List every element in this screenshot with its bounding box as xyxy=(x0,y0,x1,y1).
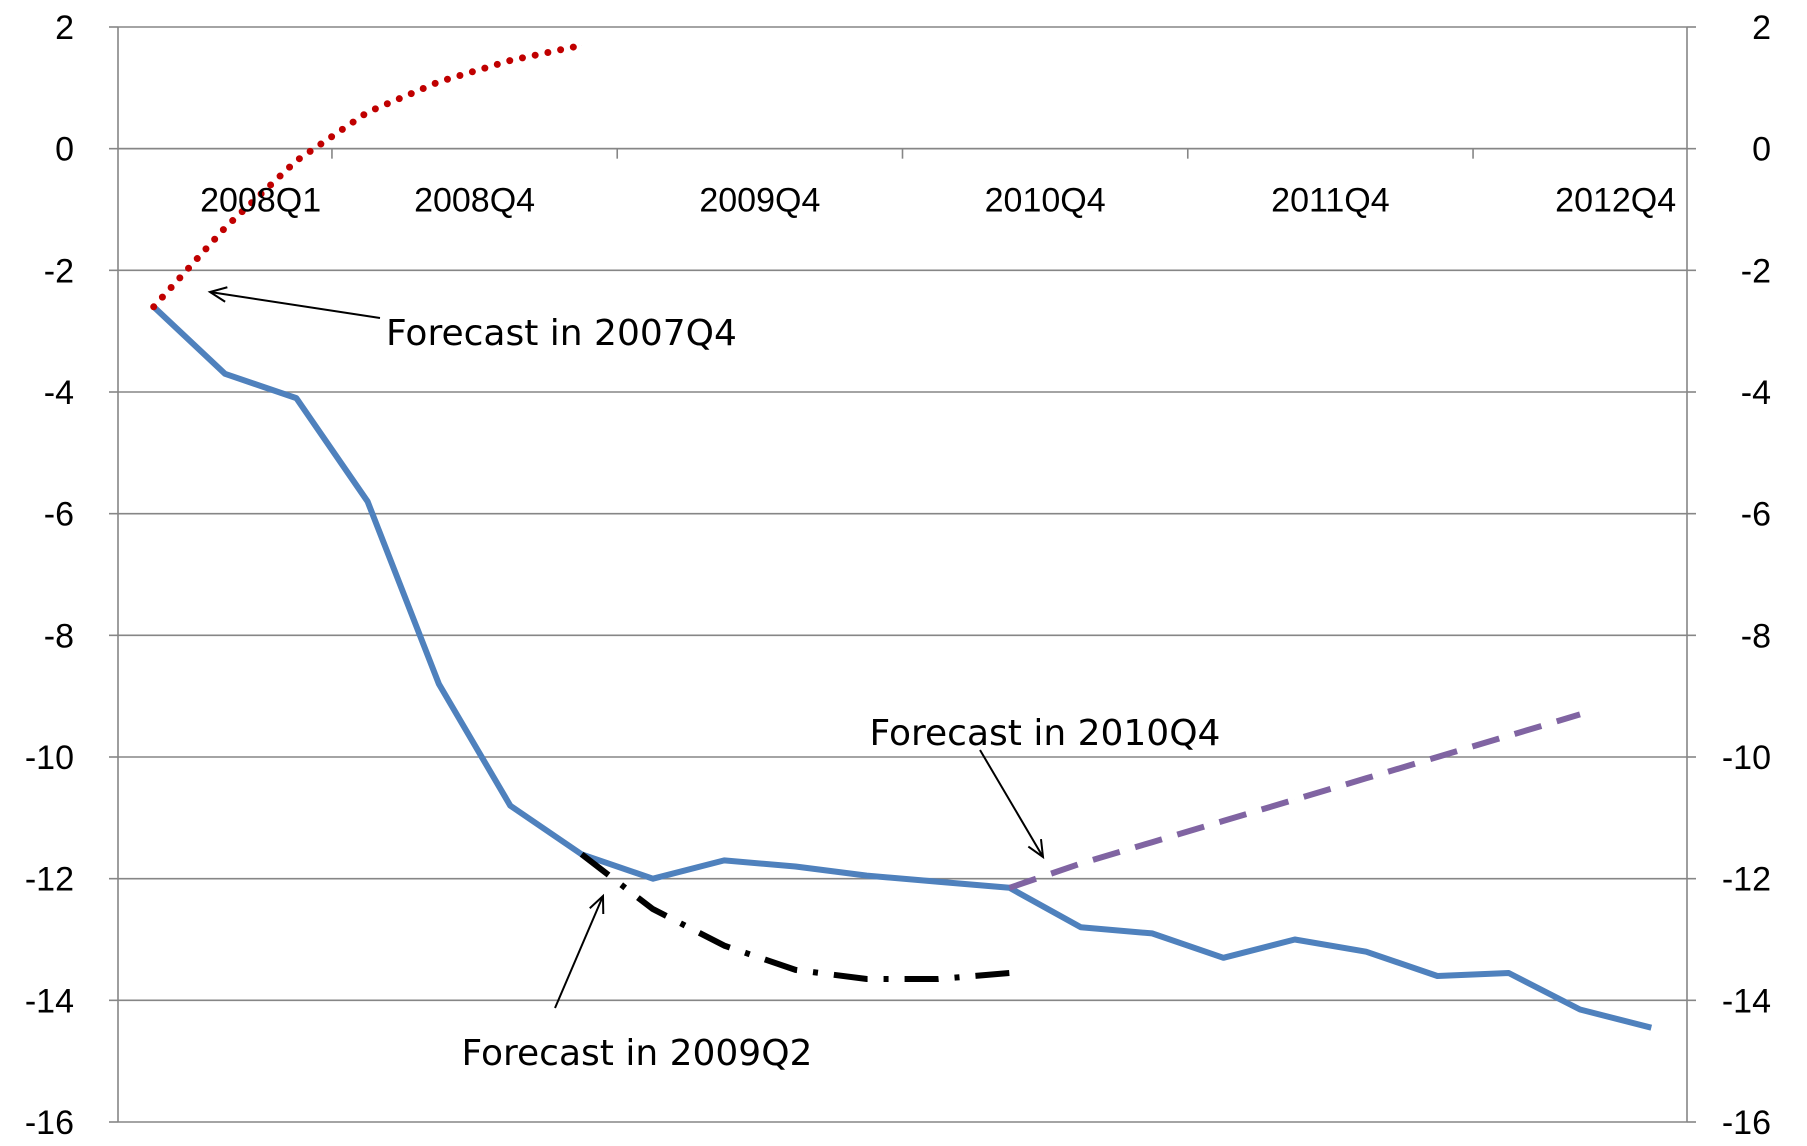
series-line-4 xyxy=(1008,711,1581,891)
y-tick-label-right: 0 xyxy=(1752,131,1771,169)
x-tick-label: 2008Q4 xyxy=(414,182,535,220)
y-tick-label-right: -2 xyxy=(1741,252,1771,290)
annotation-arrowhead xyxy=(589,893,605,915)
x-tick-label: 2008Q1 xyxy=(200,182,321,220)
annotation-text: Forecast in 2010Q4 xyxy=(870,713,1221,754)
y-tick-label-right: -4 xyxy=(1741,374,1771,412)
x-tick-label: 2011Q4 xyxy=(1271,182,1389,220)
series-line-3 xyxy=(579,851,1010,982)
y-tick-label-left: -6 xyxy=(44,496,74,534)
x-tick-label: 2012Q4 xyxy=(1555,182,1676,220)
y-tick-label-right: -8 xyxy=(1741,617,1771,655)
y-tick-label-right: -10 xyxy=(1722,739,1771,777)
y-tick-label-right: -16 xyxy=(1722,1104,1771,1142)
y-tick-label-left: -8 xyxy=(44,617,74,655)
y-tick-label-left: -2 xyxy=(44,252,74,290)
y-tick-label-left: 2 xyxy=(55,9,74,47)
y-tick-label-left: -10 xyxy=(25,739,74,777)
annotation-arrowhead xyxy=(207,286,228,303)
y-tick-label-right: -12 xyxy=(1722,861,1771,899)
y-tick-label-left: -12 xyxy=(25,861,74,899)
annotation-text: Forecast in 2007Q4 xyxy=(386,313,737,354)
y-tick-label-left: -16 xyxy=(25,1104,74,1142)
y-tick-label-right: -6 xyxy=(1741,496,1771,534)
annotation-arrow xyxy=(209,291,381,319)
annotation-text: Forecast in 2009Q2 xyxy=(462,1033,813,1074)
y-tick-label-left: 0 xyxy=(55,131,74,169)
series-line-2 xyxy=(150,41,586,311)
annotation-arrowhead xyxy=(1027,839,1045,860)
annotation-arrow xyxy=(979,749,1044,858)
series-line-1 xyxy=(151,304,1653,1031)
x-tick-label: 2009Q4 xyxy=(699,182,820,220)
y-tick-label-left: -4 xyxy=(44,374,74,412)
annotation-arrow xyxy=(554,895,604,1009)
y-tick-label-right: 2 xyxy=(1752,9,1771,47)
y-tick-label-right: -14 xyxy=(1722,982,1771,1020)
y-tick-label-left: -14 xyxy=(25,982,74,1020)
x-tick-label: 2010Q4 xyxy=(985,182,1106,220)
